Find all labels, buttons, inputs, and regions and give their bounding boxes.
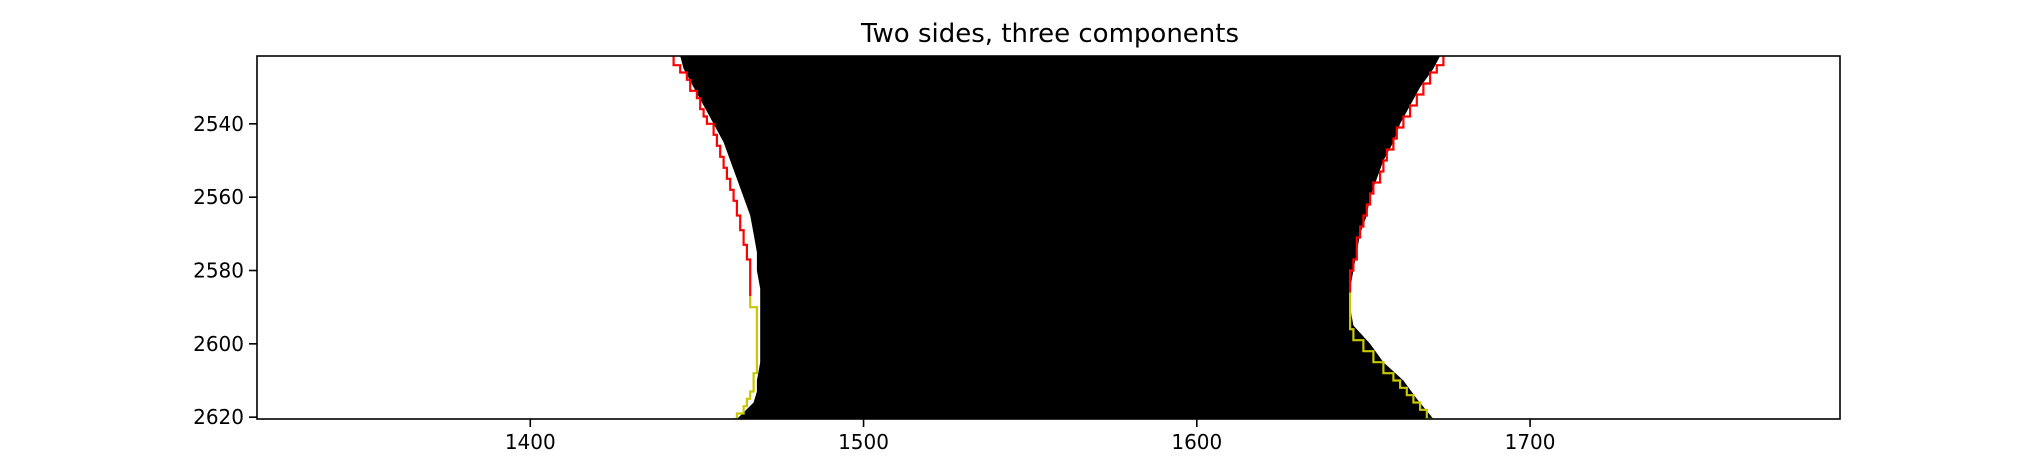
y-tick-label: 2560 (193, 185, 244, 209)
y-tick-label: 2540 (193, 112, 244, 136)
x-tick-label: 1400 (505, 430, 556, 454)
contour-series-3 (733, 296, 758, 419)
x-tick-label: 1500 (838, 430, 889, 454)
y-tick-label: 2600 (193, 332, 244, 356)
contour-series-1 (672, 56, 752, 297)
y-tick-label: 2620 (193, 405, 244, 429)
axes-frame (256, 55, 1841, 420)
plot-content (672, 56, 1445, 419)
contour-series-4 (1349, 292, 1434, 419)
x-tick-label: 1700 (1505, 430, 1556, 454)
x-tick-label: 1600 (1171, 430, 1222, 454)
chart-title: Two sides, three components (860, 19, 1239, 49)
y-tick-label: 2580 (193, 259, 244, 283)
mask-region (680, 56, 1441, 419)
plot-area: 1400 1500 1600 1700 2540 2560 2580 2600 2620 (193, 55, 1841, 454)
contour-series-2 (1349, 56, 1445, 293)
